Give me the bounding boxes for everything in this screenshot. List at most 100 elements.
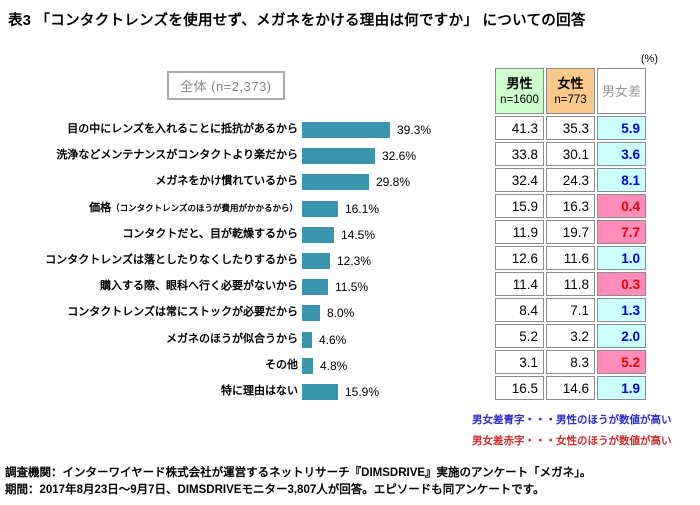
male-value-cell: 12.6 bbox=[495, 246, 544, 270]
bar-row: コンタクトだと、目が乾燥するから 14.5% bbox=[0, 222, 494, 248]
table-row: 8.4 7.1 1.3 bbox=[495, 298, 646, 322]
female-value-cell: 24.3 bbox=[546, 168, 595, 192]
bar-value-label: 15.9% bbox=[345, 384, 380, 399]
male-header-n: n=1600 bbox=[500, 93, 539, 106]
table-row: 32.4 24.3 8.1 bbox=[495, 168, 646, 192]
bar-value-label: 16.1% bbox=[345, 201, 380, 216]
male-value-cell: 3.1 bbox=[495, 350, 544, 374]
bar-category-label: 購入する際、眼科へ行く必要がないから bbox=[100, 280, 298, 293]
table-row: 15.9 16.3 0.4 bbox=[495, 194, 646, 218]
bar-row: コンタクトレンズは落としたりなくしたりするから 12.3% bbox=[0, 248, 494, 274]
bar-category-label: コンタクトレンズは落としたりなくしたりするから bbox=[45, 254, 298, 267]
bar bbox=[302, 148, 375, 165]
male-header-label: 男性 bbox=[506, 76, 533, 92]
col-header-male: 男性 n=1600 bbox=[495, 68, 544, 114]
legend-red-note: 男女差赤字・・・女性のほうが数値が高い bbox=[472, 435, 672, 447]
diff-value-cell: 3.6 bbox=[597, 142, 646, 166]
diff-value-cell: 1.9 bbox=[597, 376, 646, 400]
diff-value-cell: 8.1 bbox=[597, 168, 646, 192]
gender-data-table: 男性 n=1600 女性 n=773 男女差 41.3 35.3 5.9 33.8 30… bbox=[493, 66, 648, 402]
bar-value-label: 14.5% bbox=[341, 227, 376, 242]
bar-row: 購入する際、眼科へ行く必要がないから 11.5% bbox=[0, 274, 494, 300]
bar-row: メガネのほうが似合うから 4.6% bbox=[0, 327, 494, 353]
source-line-1: 調査機関：インターワイヤード株式会社が運営するネットリサーチ『DIMSDRIVE… bbox=[5, 467, 592, 479]
diff-value-cell: 1.0 bbox=[597, 246, 646, 270]
bar-chart: 目の中にレンズを入れることに抵抗があるから 39.3% 洗浄などメンテナンスがコンタ… bbox=[0, 117, 494, 406]
bar-row: その他 4.8% bbox=[0, 353, 494, 379]
bar bbox=[302, 174, 369, 191]
diff-value-cell: 1.3 bbox=[597, 298, 646, 322]
bar bbox=[302, 253, 330, 270]
female-value-cell: 7.1 bbox=[546, 298, 595, 322]
female-value-cell: 11.6 bbox=[546, 246, 595, 270]
col-header-diff: 男女差 bbox=[597, 68, 646, 114]
source-note: 調査機関：インターワイヤード株式会社が運営するネットリサーチ『DIMSDRIVE… bbox=[5, 465, 591, 499]
bar bbox=[302, 122, 390, 139]
bar-category-label: メガネのほうが似合うから bbox=[166, 332, 298, 345]
bar-category-label: 価格（コンタクトレンズのほうが費用がかかるから） bbox=[89, 201, 298, 214]
col-header-female: 女性 n=773 bbox=[546, 68, 595, 114]
female-value-cell: 19.7 bbox=[546, 220, 595, 244]
bar-row: メガネをかけ慣れているから 29.8% bbox=[0, 169, 494, 195]
bar bbox=[302, 357, 313, 374]
male-value-cell: 11.4 bbox=[495, 272, 544, 296]
source-line-2: 期間：2017年8月23日～9月7日、DIMSDRIVEモニター3,807人が回… bbox=[5, 484, 545, 496]
male-value-cell: 15.9 bbox=[495, 194, 544, 218]
female-value-cell: 35.3 bbox=[546, 116, 595, 140]
male-value-cell: 32.4 bbox=[495, 168, 544, 192]
legend-blue-note: 男女差青字・・・男性のほうが数値が高い bbox=[472, 414, 672, 426]
diff-value-cell: 7.7 bbox=[597, 220, 646, 244]
female-value-cell: 3.2 bbox=[546, 324, 595, 348]
diff-value-cell: 2.0 bbox=[597, 324, 646, 348]
bar bbox=[302, 226, 334, 243]
female-value-cell: 14.6 bbox=[546, 376, 595, 400]
bar-value-label: 11.5% bbox=[335, 280, 369, 295]
percent-unit-label: (%) bbox=[640, 53, 658, 65]
table-row: 11.9 19.7 7.7 bbox=[495, 220, 646, 244]
bar-row: 目の中にレンズを入れることに抵抗があるから 39.3% bbox=[0, 117, 494, 143]
table-row: 41.3 35.3 5.9 bbox=[495, 116, 646, 140]
bar-row: 特に理由はない 15.9% bbox=[0, 379, 494, 405]
bar-value-label: 29.8% bbox=[376, 175, 411, 190]
diff-value-cell: 0.4 bbox=[597, 194, 646, 218]
bar bbox=[302, 279, 328, 296]
bar-category-label: 特に理由はない bbox=[221, 385, 298, 398]
bar-category-label: 洗浄などメンテナンスがコンタクトより楽だから bbox=[56, 149, 298, 162]
diff-legend: 男女差青字・・・男性のほうが数値が高い 男女差赤字・・・女性のほうが数値が高い bbox=[472, 410, 672, 452]
bar-value-label: 4.8% bbox=[320, 358, 348, 373]
bar-value-label: 39.3% bbox=[397, 123, 432, 138]
bar-category-label: 目の中にレンズを入れることに抵抗があるから bbox=[67, 123, 298, 136]
male-value-cell: 41.3 bbox=[495, 116, 544, 140]
bar bbox=[302, 305, 320, 322]
male-value-cell: 5.2 bbox=[495, 324, 544, 348]
diff-header-label: 男女差 bbox=[601, 84, 641, 99]
female-value-cell: 11.8 bbox=[546, 272, 595, 296]
bar-category-label: コンタクトレンズは常にストックが必要だから bbox=[67, 306, 298, 319]
bar-value-label: 12.3% bbox=[337, 254, 372, 269]
female-value-cell: 8.3 bbox=[546, 350, 595, 374]
overall-sample-box: 全体 (n=2,373) bbox=[167, 71, 285, 100]
bar-category-label: その他 bbox=[265, 359, 298, 372]
bar-value-label: 4.6% bbox=[319, 332, 347, 347]
table-row: 11.4 11.8 0.3 bbox=[495, 272, 646, 296]
bar-value-label: 8.0% bbox=[327, 306, 355, 321]
diff-value-cell: 5.9 bbox=[597, 116, 646, 140]
table-row: 5.2 3.2 2.0 bbox=[495, 324, 646, 348]
bar-row: 洗浄などメンテナンスがコンタクトより楽だから 32.6% bbox=[0, 143, 494, 169]
bar-row: コンタクトレンズは常にストックが必要だから 8.0% bbox=[0, 300, 494, 326]
table-row: 12.6 11.6 1.0 bbox=[495, 246, 646, 270]
female-value-cell: 30.1 bbox=[546, 142, 595, 166]
female-header-n: n=773 bbox=[554, 93, 587, 106]
bar bbox=[302, 200, 338, 217]
diff-value-cell: 5.2 bbox=[597, 350, 646, 374]
male-value-cell: 33.8 bbox=[495, 142, 544, 166]
bar-category-label: コンタクトだと、目が乾燥するから bbox=[122, 228, 298, 241]
male-value-cell: 16.5 bbox=[495, 376, 544, 400]
male-value-cell: 11.9 bbox=[495, 220, 544, 244]
figure-title: 表3 「コンタクトレンズを使用せず、メガネをかける理由は何ですか」 についての回… bbox=[8, 13, 586, 29]
bar bbox=[302, 331, 312, 348]
bar bbox=[302, 383, 338, 400]
bar-category-note: （コンタクトレンズのほうが費用がかかるから） bbox=[111, 202, 298, 213]
female-header-label: 女性 bbox=[557, 76, 584, 92]
